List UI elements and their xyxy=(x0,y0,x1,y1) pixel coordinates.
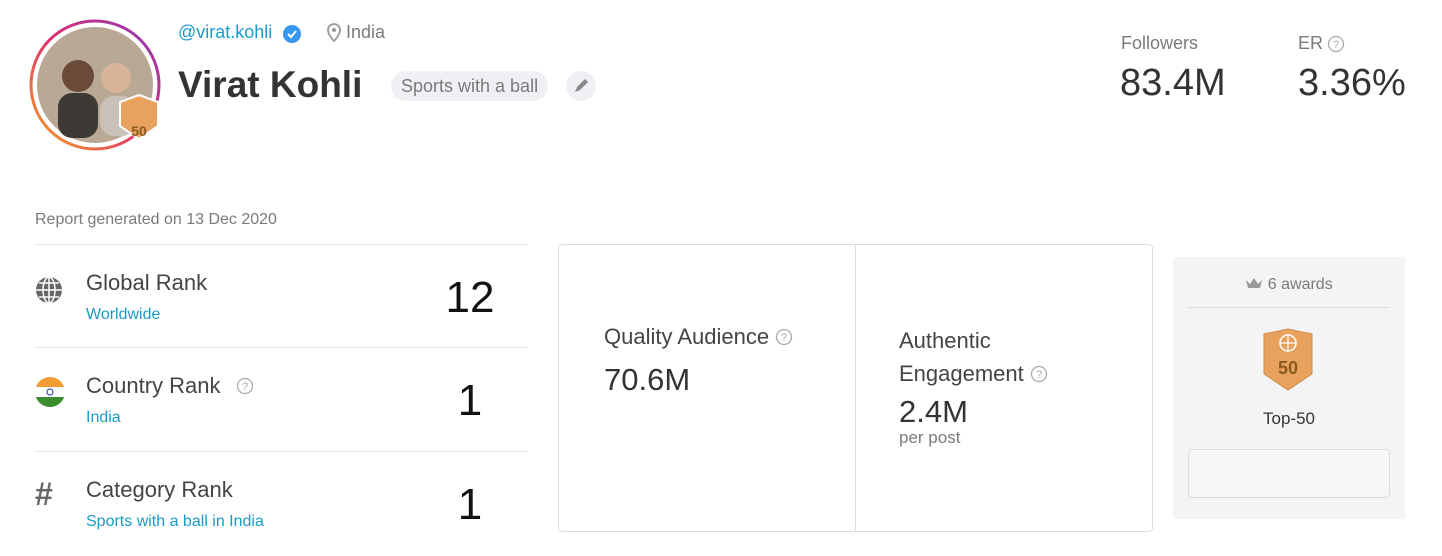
hash-icon: # xyxy=(35,476,53,512)
edit-button[interactable] xyxy=(566,71,596,101)
metric-label: Quality Audience ? xyxy=(604,324,793,350)
avatar xyxy=(29,19,161,151)
award-badge-number: 50 xyxy=(1277,358,1299,378)
profile-name: Virat Kohli xyxy=(178,64,363,105)
awards-count: 6 awards xyxy=(1173,276,1405,294)
globe-icon xyxy=(36,276,62,304)
report-date: Report generated on 13 Dec 2020 xyxy=(35,211,277,228)
rank-sub[interactable]: India xyxy=(86,409,121,426)
stat-label: Followers xyxy=(1121,33,1199,53)
awards-count-text: 6 awards xyxy=(1267,276,1333,293)
rank-value: 1 xyxy=(457,480,483,529)
help-icon[interactable]: ? xyxy=(1327,35,1345,53)
help-icon[interactable]: ? xyxy=(236,377,254,395)
category-tag: Sports with a ball xyxy=(391,71,549,101)
crown-icon xyxy=(1246,278,1263,288)
rank-label: Country Rank xyxy=(86,373,221,398)
rank-value: 12 xyxy=(445,273,495,322)
svg-text:?: ? xyxy=(242,381,248,393)
help-icon[interactable]: ? xyxy=(775,328,793,346)
svg-text:?: ? xyxy=(781,332,787,344)
stat-label: ER xyxy=(1298,33,1324,53)
metric-label-text: Quality Audience xyxy=(604,324,770,349)
divider xyxy=(35,244,527,245)
award-label: Top-50 xyxy=(1263,409,1315,428)
rank-sub[interactable]: Sports with a ball in India xyxy=(86,513,264,530)
rank-sub[interactable]: Worldwide xyxy=(86,306,161,323)
stat-value: 3.36% xyxy=(1298,62,1406,104)
metric-note: per post xyxy=(899,428,961,447)
rank-label: Category Rank xyxy=(86,477,233,502)
handle[interactable]: @virat.kohli xyxy=(178,22,273,42)
divider xyxy=(855,245,856,531)
flag-icon xyxy=(35,377,65,407)
rank-value: 1 xyxy=(457,376,483,425)
verified-icon xyxy=(283,25,301,43)
location-icon xyxy=(327,23,341,43)
location: India xyxy=(346,22,386,42)
rank-label: Global Rank xyxy=(86,270,208,295)
metric-label-text: Authentic Engagement xyxy=(899,328,1024,386)
metric-value: 70.6M xyxy=(604,362,691,397)
metric-value: 2.4M xyxy=(899,394,968,429)
help-icon[interactable]: ? xyxy=(1030,365,1048,383)
divider xyxy=(35,347,527,348)
divider xyxy=(1188,307,1390,308)
svg-text:?: ? xyxy=(1333,39,1339,51)
metrics-box xyxy=(558,244,1153,532)
avatar-badge: 50 xyxy=(131,123,147,139)
stat-value: 83.4M xyxy=(1120,62,1226,104)
divider xyxy=(35,451,527,452)
metric-label: Authentic Engagement ? xyxy=(899,324,1079,390)
award-badge xyxy=(1263,328,1313,391)
svg-text:?: ? xyxy=(1036,369,1042,381)
award-slot xyxy=(1188,449,1390,498)
